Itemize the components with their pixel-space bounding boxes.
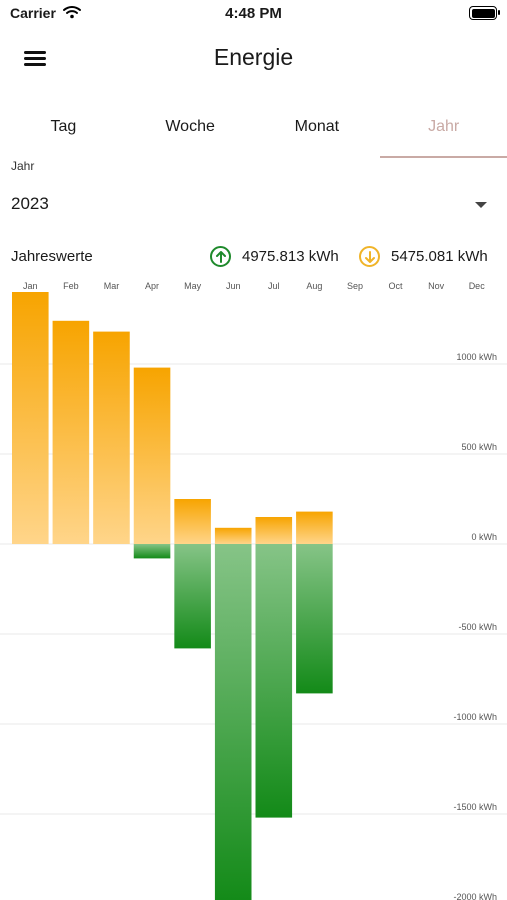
production-total: 4975.813 kWh [210,246,339,267]
x-tick-label: Feb [63,281,79,291]
period-tabs: Tag Woche Monat Jahr [0,106,507,158]
status-bar: Carrier 4:48 PM [0,0,507,28]
bar-consumption-feb[interactable] [52,320,90,544]
x-tick-label: Oct [389,281,404,291]
bar-consumption-aug[interactable] [296,511,333,544]
year-value: 2023 [11,194,49,213]
bar-production-aug[interactable] [296,544,333,694]
x-tick-label: Dec [469,281,486,291]
y-tick-label: -500 kWh [458,622,497,632]
battery-icon [469,6,500,20]
year-summary: Jahreswerte 4975.813 kWh 5475.081 kWh [0,244,507,270]
x-tick-label: Sep [347,281,363,291]
y-tick-label: -1500 kWh [453,802,497,812]
year-label: Jahr [11,159,35,173]
x-tick-label: Apr [145,281,159,291]
x-tick-label: Aug [306,281,322,291]
bar-consumption-may[interactable] [174,499,211,544]
bar-consumption-jan[interactable] [12,292,49,544]
consumption-total: 5475.081 kWh [359,246,488,267]
bar-production-apr[interactable] [133,544,171,559]
x-tick-label: Jun [226,281,241,291]
bar-consumption-jul[interactable] [255,517,293,544]
wifi-icon [63,5,81,24]
bar-consumption-mar[interactable] [93,331,130,544]
x-tick-label: Nov [428,281,445,291]
arrow-up-circle-icon [210,246,231,267]
y-tick-label: 0 kWh [471,532,497,542]
clock: 4:48 PM [225,5,282,22]
carrier-label: Carrier [10,5,56,21]
x-tick-label: Jul [268,281,280,291]
bar-production-jun[interactable] [214,544,252,900]
page-title: Energie [213,44,294,70]
tab-woche[interactable]: Woche [165,118,215,135]
chevron-down-icon [475,202,487,208]
summary-label: Jahreswerte [11,248,93,265]
consumption-value: 5475.081 kWh [391,248,488,265]
yearly-energy-chart: 1000 kWh 500 kWh 0 kWh -500 kWh -1000 kWh -15… [0,281,507,900]
bar-production-jul[interactable] [255,544,293,818]
arrow-down-circle-icon [359,246,380,267]
x-tick-label: Jan [23,281,38,291]
tab-jahr[interactable]: Jahr [380,106,507,158]
tab-monat[interactable]: Monat [294,118,340,135]
hamburger-menu-icon[interactable] [22,47,48,69]
y-tick-label: -1000 kWh [453,712,497,722]
bar-consumption-apr[interactable] [133,367,171,544]
x-tick-label: Mar [104,281,120,291]
production-value: 4975.813 kWh [242,248,339,265]
y-tick-label: 1000 kWh [456,352,497,362]
nav-bar: Energie [0,36,507,80]
x-tick-label: May [184,281,202,291]
bar-consumption-jun[interactable] [214,527,252,544]
y-tick-label: -2000 kWh [453,892,497,900]
bar-production-may[interactable] [174,544,211,649]
tab-tag[interactable]: Tag [50,118,77,135]
year-select[interactable]: 2023 [0,188,507,222]
y-tick-label: 500 kWh [461,442,497,452]
